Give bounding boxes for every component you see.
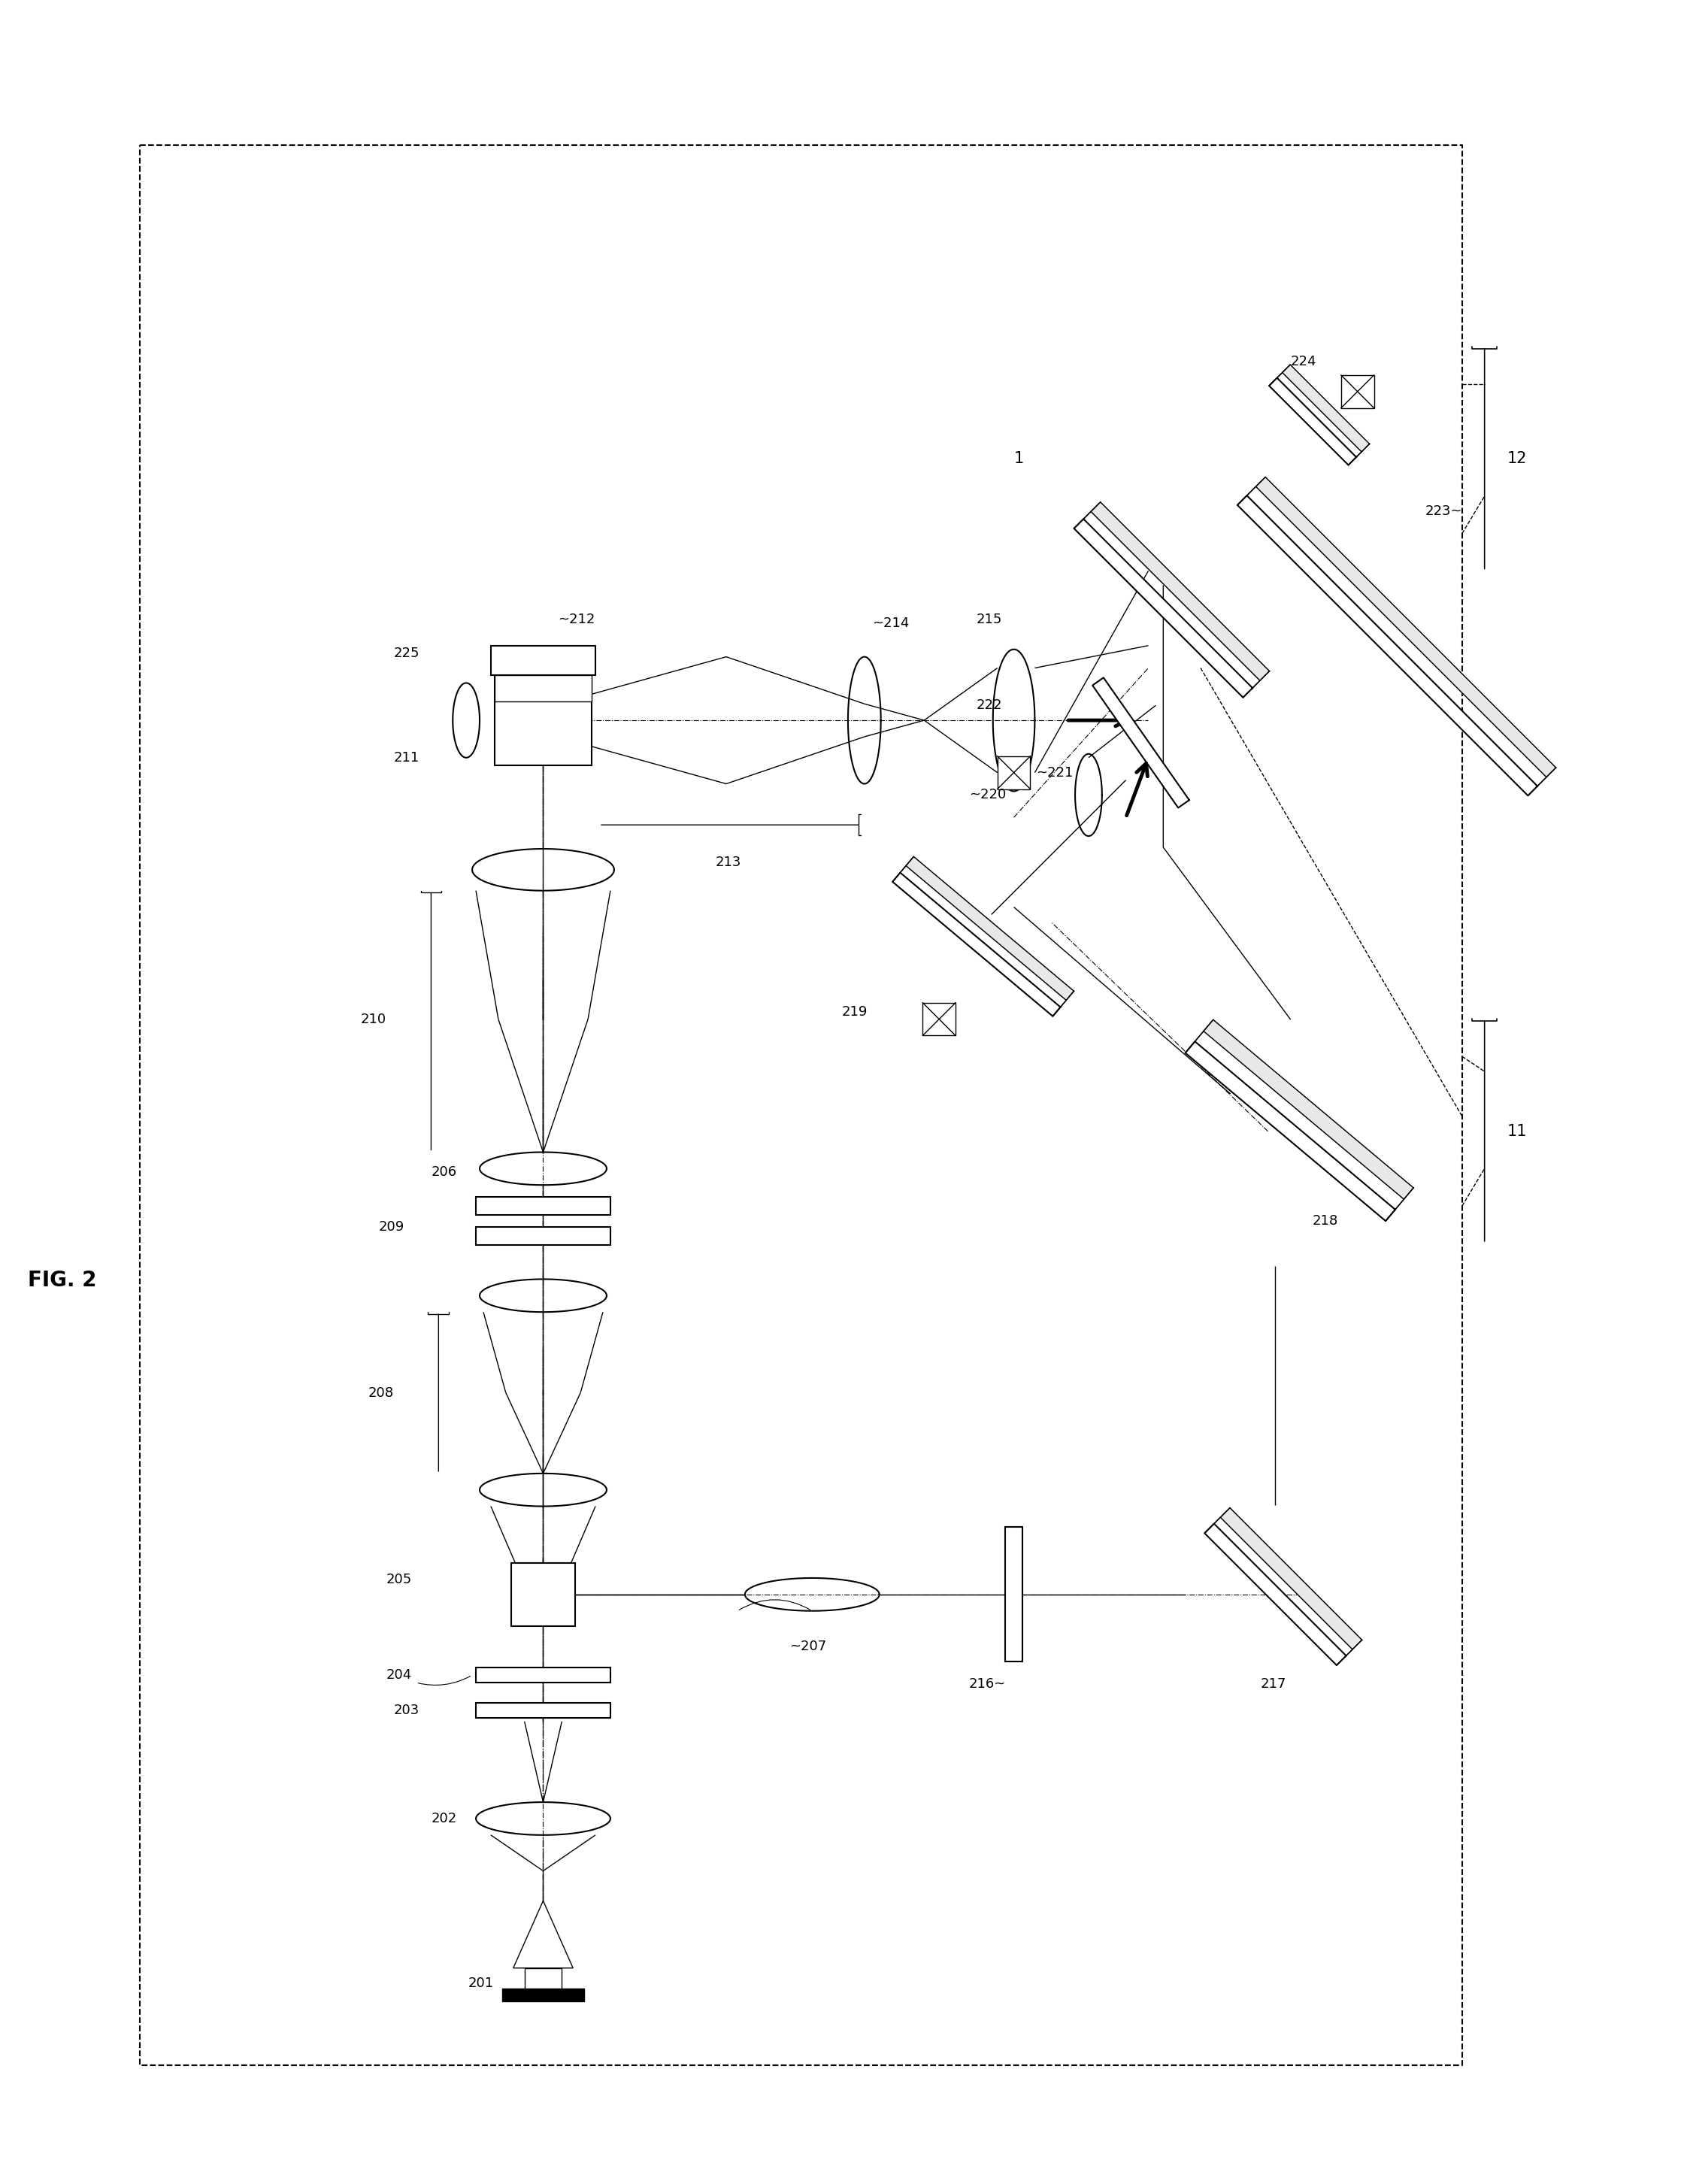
Polygon shape: [1074, 520, 1253, 697]
Polygon shape: [1270, 378, 1356, 465]
Polygon shape: [1221, 1507, 1362, 1649]
Bar: [923, 1002, 955, 1035]
Bar: [1005, 1527, 1022, 1662]
Text: 222: 222: [977, 699, 1002, 712]
Polygon shape: [1091, 502, 1270, 681]
Text: 204: 204: [386, 1669, 413, 1682]
Polygon shape: [1093, 677, 1189, 808]
Text: 1: 1: [1014, 452, 1024, 467]
Text: 219: 219: [842, 1005, 867, 1018]
Text: 211: 211: [394, 751, 419, 764]
Polygon shape: [1204, 1524, 1346, 1664]
Polygon shape: [906, 856, 1074, 1000]
Text: 11: 11: [1507, 1125, 1527, 1138]
Bar: [997, 756, 1031, 788]
Text: ~220: ~220: [968, 788, 1005, 802]
Bar: [524, 1968, 562, 1987]
Bar: [1340, 376, 1374, 408]
Bar: [495, 675, 591, 764]
Text: 218: 218: [1314, 1214, 1339, 1227]
Text: 213: 213: [716, 856, 741, 869]
Text: 216~: 216~: [968, 1677, 1005, 1690]
Text: 209: 209: [379, 1221, 404, 1234]
Text: 206: 206: [431, 1166, 456, 1179]
Text: FIG. 2: FIG. 2: [27, 1271, 96, 1291]
Polygon shape: [514, 1900, 573, 1968]
Polygon shape: [1256, 476, 1556, 778]
Text: 210: 210: [360, 1013, 386, 1026]
Text: ~207: ~207: [790, 1640, 827, 1653]
Bar: [477, 1197, 610, 1214]
Text: 203: 203: [394, 1704, 419, 1717]
Polygon shape: [1186, 1042, 1396, 1221]
Polygon shape: [1282, 365, 1369, 452]
Bar: [477, 1227, 610, 1245]
Text: 217: 217: [1260, 1677, 1287, 1690]
Bar: [495, 675, 591, 701]
Text: 208: 208: [369, 1387, 394, 1400]
Text: ~212: ~212: [557, 614, 594, 627]
Polygon shape: [1204, 1020, 1413, 1199]
Text: 12: 12: [1507, 452, 1527, 467]
Bar: [490, 646, 596, 675]
Polygon shape: [893, 874, 1061, 1016]
Text: ~214: ~214: [872, 616, 909, 629]
Text: 215: 215: [977, 614, 1002, 627]
Text: 201: 201: [468, 1977, 493, 1990]
Polygon shape: [1238, 496, 1537, 795]
Bar: [512, 1564, 574, 1627]
Bar: [502, 1987, 584, 2003]
Text: 202: 202: [431, 1813, 456, 1826]
Text: ~221: ~221: [1036, 767, 1073, 780]
Text: 223~: 223~: [1425, 505, 1462, 518]
Text: 205: 205: [386, 1572, 413, 1586]
Bar: [477, 1669, 610, 1682]
Text: 224: 224: [1290, 354, 1317, 369]
Bar: [477, 1704, 610, 1719]
Text: 225: 225: [394, 646, 419, 660]
